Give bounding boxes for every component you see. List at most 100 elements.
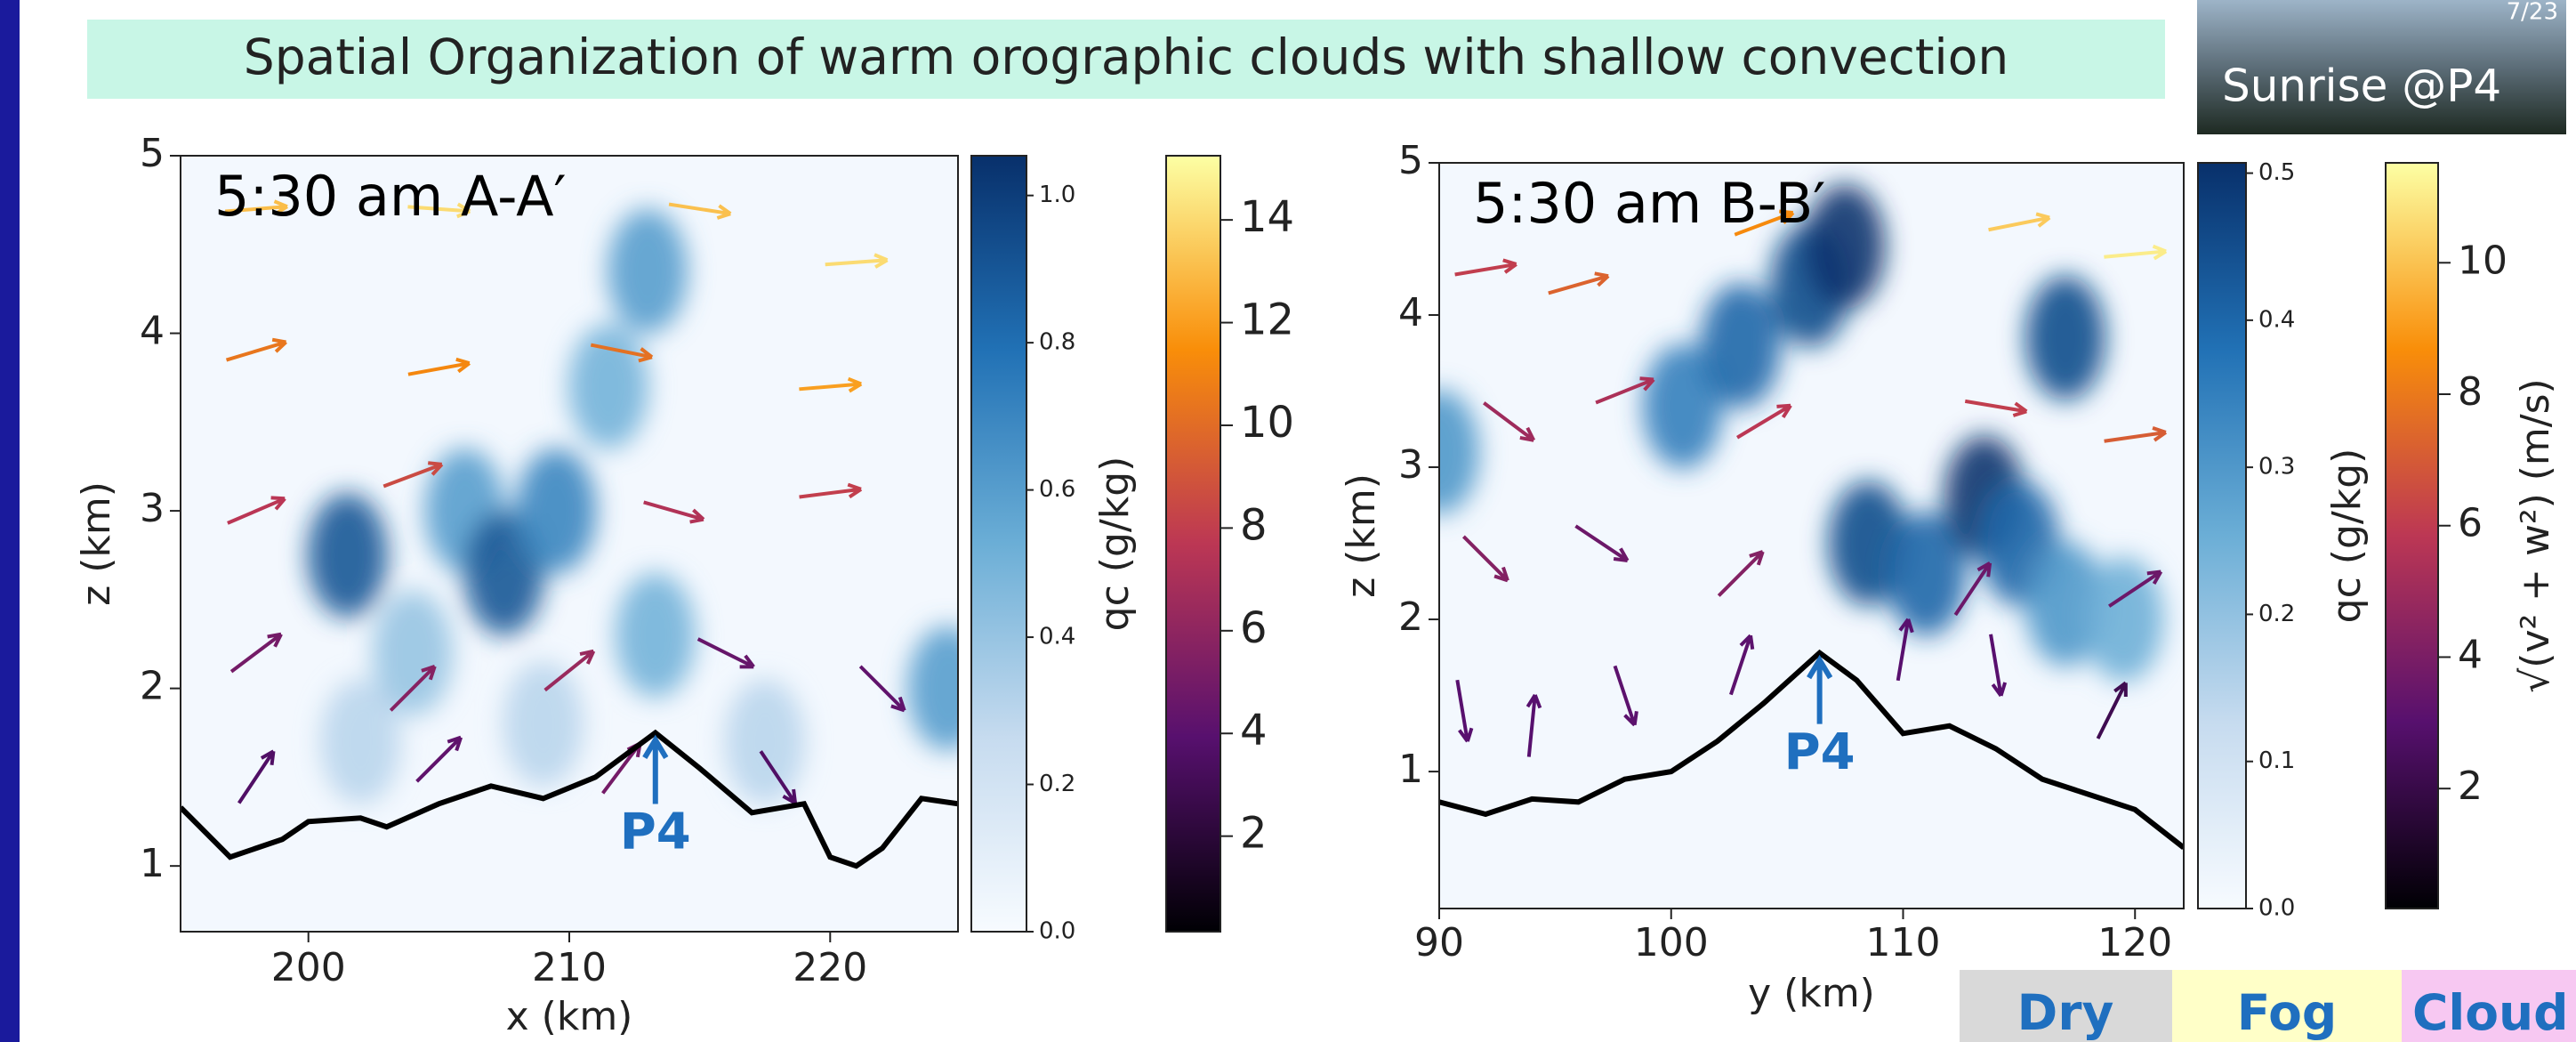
colorbar-tick-label: 4 [1240, 706, 1268, 755]
slide-title: Spatial Organization of warm orographic … [244, 28, 2008, 85]
colorbar-tick-label: 8 [1240, 500, 1268, 550]
colorbar-tick-label: 0.5 [2258, 159, 2295, 186]
cloud-cell [516, 448, 597, 574]
colorbar-tick-label: 0.3 [2258, 454, 2295, 481]
cloud-cell [607, 208, 688, 334]
wind-arrow [2104, 244, 2168, 261]
wind-arrow [407, 202, 471, 219]
plot-frame [1438, 162, 2185, 909]
wind-arrow [1953, 561, 1992, 617]
cloud-cell [1642, 343, 1723, 469]
wind-arrow [825, 253, 889, 269]
colorbar [970, 155, 1027, 933]
colorbar-label: qc (g/kg) [2324, 448, 2370, 624]
wind-arrow [382, 461, 444, 489]
cloud-cell [1700, 283, 1781, 408]
wind-arrow [2108, 569, 2163, 608]
box-label: Dry [2017, 984, 2114, 1041]
x-tick-label: 110 [1866, 920, 1941, 965]
x-axis-label: y (km) [1748, 971, 1875, 1016]
wind-arrow [1548, 271, 1610, 295]
colorbar-tick-label: 10 [2458, 238, 2508, 283]
annotation-arrow [1807, 654, 1833, 724]
wind-arrow [237, 749, 276, 804]
colorbar [1165, 155, 1221, 933]
chart-title: 5:30 am B-B′ [1473, 171, 1825, 236]
y-axis-label: z (km) [74, 481, 119, 606]
box-cloud [2402, 970, 2576, 1042]
y-tick-label: 4 [140, 309, 165, 354]
wind-arrow [1736, 403, 1792, 440]
colorbar-tick-label: 8 [2458, 369, 2483, 415]
cloud-cell [1805, 184, 1886, 310]
colorbar-tick-label: 0.8 [1039, 329, 1075, 356]
colorbar-tick-label: 0.0 [2258, 895, 2295, 922]
x-tick-label: 220 [793, 945, 867, 990]
colorbar-tick-label: 10 [1240, 398, 1294, 448]
colorbar-tick-label: 0.4 [1039, 624, 1075, 650]
y-axis-label: z (km) [1339, 473, 1384, 598]
plot-content [1439, 184, 2184, 850]
wind-arrow [759, 750, 798, 805]
y-tick-label: 2 [140, 664, 165, 709]
wind-arrow [407, 357, 471, 376]
colorbar-tick-label: 2 [2458, 763, 2483, 809]
colorbar-tick-label: 6 [1240, 603, 1268, 653]
annotation-label: P4 [620, 804, 691, 861]
colorbar-tick-label: 2 [1240, 809, 1268, 859]
annotation-arrow [642, 734, 669, 804]
wind-arrow [1454, 258, 1517, 277]
y-tick-label: 1 [140, 841, 165, 886]
x-tick-label: 100 [1634, 920, 1709, 965]
cloud-cell [2025, 275, 2106, 400]
wind-arrow [1455, 679, 1474, 743]
y-tick-label: 2 [1398, 594, 1423, 640]
colorbar-tick-label: 1.0 [1039, 182, 1075, 208]
cloud-layer [1439, 184, 2164, 683]
left-bar [0, 0, 20, 1042]
wind-arrow [1734, 209, 1795, 237]
title-band [87, 20, 2165, 99]
wind-arrow [1717, 550, 1765, 597]
wind-arrow [2104, 426, 2168, 443]
wind-arrow [1613, 665, 1638, 727]
wind-arrow [1595, 376, 1655, 405]
wind-arrow [858, 665, 906, 713]
wind-arrow [229, 632, 283, 674]
cloud-cell [1439, 389, 1479, 514]
colorbar-tick-label: 14 [1240, 192, 1294, 242]
page-number: 7/23 [2507, 0, 2558, 26]
wind-arrow [227, 496, 286, 525]
y-tick-label: 5 [140, 131, 165, 176]
wind-arrow [2096, 681, 2128, 739]
colorbar-tick-label: 0.6 [1039, 476, 1075, 503]
annotation-label: P4 [1784, 723, 1856, 781]
thumbnail [2197, 0, 2566, 134]
colorbar-label: qc (g/kg) [1092, 456, 1138, 632]
colorbar-tick-label: 4 [2458, 632, 2483, 677]
box-label: Cloud [2412, 984, 2569, 1041]
cloud-layer [307, 208, 958, 804]
wind-arrow [643, 500, 705, 524]
colorbar [2197, 162, 2247, 909]
cloud-cell [568, 324, 648, 449]
cloud-cell [307, 492, 388, 618]
y-tick-label: 5 [1398, 138, 1423, 183]
cloud-cell [2083, 557, 2164, 683]
wind-arrow [543, 649, 596, 692]
wind-arrow [1988, 212, 2051, 232]
box-label: Fog [2237, 984, 2338, 1041]
colorbar-tick-label: 0.4 [2258, 306, 2295, 333]
y-tick-label: 1 [1398, 747, 1423, 792]
x-axis-label: x (km) [506, 994, 633, 1039]
wind-arrow [225, 337, 287, 362]
colorbar-tick-label: 12 [1240, 295, 1294, 345]
colorbar-tick-label: 0.1 [2258, 747, 2295, 774]
wind-arrow [389, 664, 437, 712]
y-tick-label: 4 [1398, 290, 1423, 335]
cloud-cell [1886, 511, 1967, 636]
box-fog [2172, 970, 2402, 1042]
wind-arrow [1525, 693, 1542, 757]
chart-title: 5:30 am A-A′ [214, 164, 567, 229]
wind-arrow [1989, 634, 2008, 698]
